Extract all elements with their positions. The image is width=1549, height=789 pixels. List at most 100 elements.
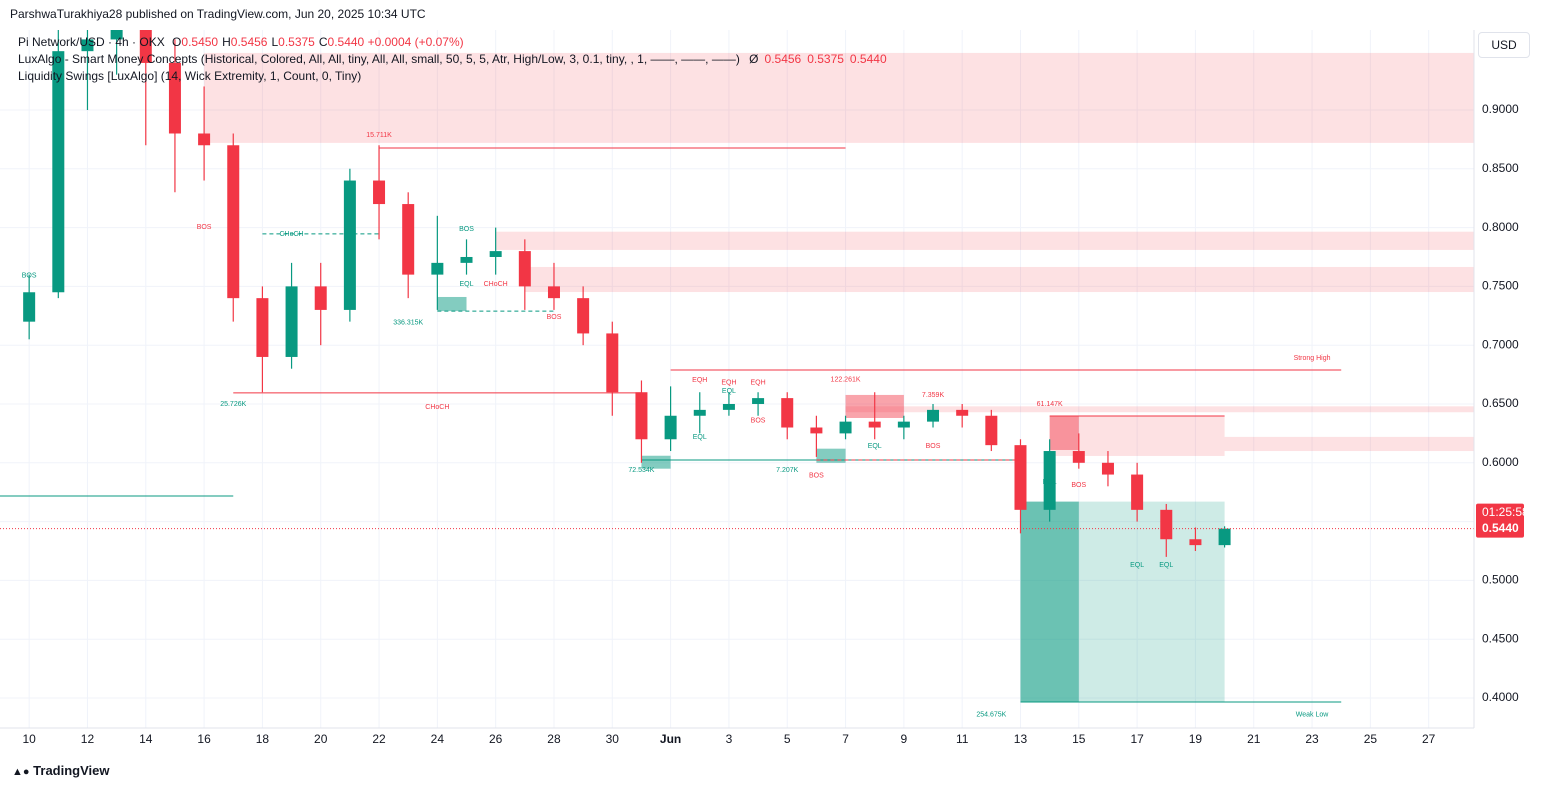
x-tick-label: 23 [1305,732,1319,746]
annotation: EQH [692,377,707,384]
x-tick-label: 12 [81,732,95,746]
ohlc-key: C [318,35,328,49]
candle-body [927,409,940,422]
ohlc-value: 0.5375 [278,35,315,49]
candle-body [664,415,677,440]
candle-body [139,30,152,63]
y-tick-label: 0.6500 [1482,396,1519,410]
annotation: 254.675K [976,711,1006,718]
x-tick-label: 10 [22,732,36,746]
annotation: 72.534K [628,467,654,474]
candle-body [1072,451,1085,463]
x-tick-label: 30 [606,732,620,746]
ohlc: O0.5450 H0.5456 L0.5375 C0.5440 [168,35,364,49]
zone [1078,501,1225,702]
annotation: EQL [460,281,474,288]
annotation: Strong High [1294,355,1331,362]
ohlc-key: L [271,35,279,49]
annotation: BOS [197,224,212,231]
candle-body [431,262,444,275]
x-tick-label: 22 [372,732,386,746]
y-tick-label: 0.8000 [1482,220,1519,234]
y-tick-label: 0.7000 [1482,337,1519,351]
x-tick-label: 25 [1364,732,1378,746]
plot-area: BOS BOS 15.711K CHoCH BOS EQL CHoCH BOS 336.315K… [0,30,1474,728]
annotation: EQL [1130,562,1144,569]
candle-body [1014,445,1027,510]
candle-body [460,256,473,263]
candle-body [489,251,502,257]
candle-body [168,62,181,134]
x-tick-label: 16 [197,732,211,746]
zone [204,52,1474,143]
x-tick-label: 11 [956,732,969,746]
x-tick-label: Jun [660,732,681,746]
annotation: Weak Low [1296,711,1329,718]
zone [845,406,1474,413]
y-tick-label: 0.8500 [1482,161,1519,175]
axes: 0.40000.45000.50000.55000.60000.65000.70… [22,102,1529,746]
x-tick-label: 3 [726,732,733,746]
candle-body [722,403,735,410]
candle-body [839,421,852,434]
annotation: BOS [22,273,37,280]
annotation: BOS [751,417,766,424]
annotation: 336.315K [393,320,423,327]
candle-body [373,180,386,205]
candle-body [752,398,765,404]
candle-body [402,204,415,275]
candle-body [1101,462,1114,475]
candle-body [897,421,910,428]
candle-body [693,409,706,416]
x-tick-label: 20 [314,732,328,746]
x-tick-label: 18 [256,732,270,746]
x-tick-label: 27 [1422,732,1436,746]
ohlc-value: 0.5456 [230,35,268,49]
annotation: BOS [547,314,562,321]
last-price-box [1476,503,1524,538]
candle-body [198,133,211,146]
annotation: EQH [721,380,736,387]
annotation: CHoCH [425,404,449,411]
zone [641,455,671,469]
annotation: EQL [722,388,736,395]
x-tick-label: 26 [489,732,503,746]
candle-body [1131,474,1144,510]
candle-body [956,409,969,416]
zone [495,231,1474,250]
x-tick-label: 5 [784,732,791,746]
annotation: CHoCH [484,281,508,288]
y-tick-label: 0.9000 [1482,102,1519,116]
zone [1049,415,1079,450]
candle-body [1218,528,1231,546]
ohlc-key: O [172,35,182,49]
y-tick-label: 0.5000 [1482,573,1519,587]
indicator-legend[interactable]: Liquidity Swings [LuxAlgo] (14, Wick Ext… [18,69,361,83]
annotation: 122.261K [831,377,861,384]
candle-body [256,298,269,357]
candle-body [635,392,648,440]
last-price-label: 0.5440 [1482,521,1519,535]
y-tick-label: 0.6000 [1482,455,1519,469]
annotation: EQH [750,380,765,387]
candle-body [227,145,240,299]
annotation: 61.147K [1037,401,1063,408]
brand-logo[interactable]: ▲● TradingView [12,763,110,778]
candle-body [810,427,823,434]
zone [524,266,1474,293]
x-tick-label: 14 [139,732,153,746]
indicator-name: Liquidity Swings [LuxAlgo] (14, Wick Ext… [18,69,362,83]
x-tick-label: 9 [901,732,908,746]
currency-button[interactable]: USD [1478,32,1530,58]
candle-body [518,251,531,287]
candle-body [577,298,590,334]
indicator-value: 0.5456 [764,52,802,66]
candle-body [781,398,794,428]
indicator-legend[interactable]: LuxAlgo - Smart Money Concepts (Historic… [18,52,887,66]
ohlc-value: 0.5450 [181,35,219,49]
annotation: BOS [459,226,474,233]
x-tick-label: 7 [842,732,849,746]
symbol: Pi Network/USD · 4h · OKX [18,35,165,49]
candle-body [81,39,94,52]
